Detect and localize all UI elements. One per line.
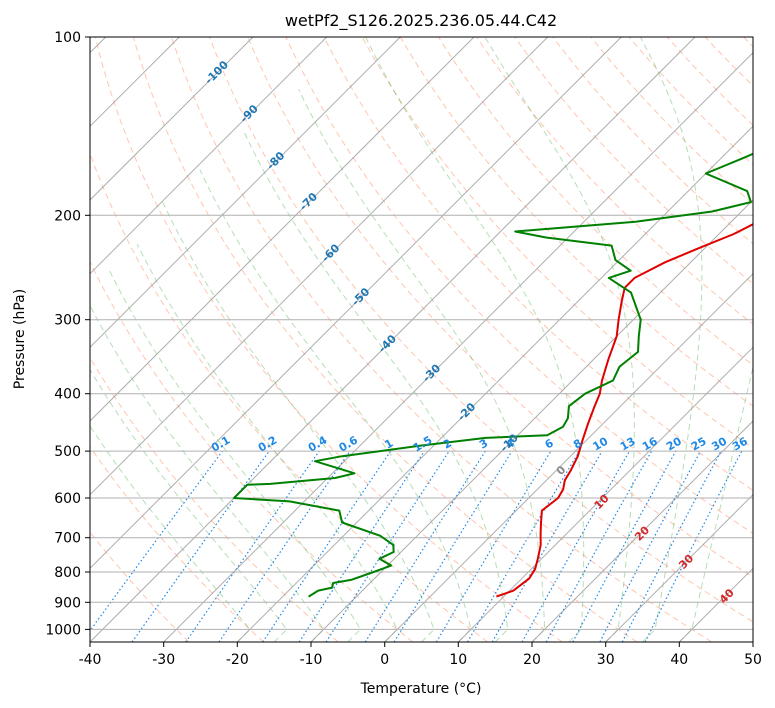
- y-tick-label: 700: [54, 531, 81, 547]
- moist-adiabat-line: [243, 132, 509, 642]
- y-tick-label: 400: [54, 387, 81, 403]
- moist-adiabat-line: [639, 37, 703, 642]
- y-tick-label: 200: [54, 208, 81, 224]
- y-tick-label: 600: [54, 491, 81, 507]
- profile-lines: [233, 152, 753, 598]
- isotherm-line: [457, 346, 753, 642]
- dry-adiabat-line: [90, 446, 264, 642]
- mixing-ratio-line: [521, 450, 631, 642]
- moist-adiabat-line: [136, 243, 398, 642]
- isotherm-line: [384, 272, 753, 642]
- isotherm-line: [163, 51, 753, 642]
- moist-adiabat-line: [90, 424, 251, 642]
- y-tick-label: 800: [54, 565, 81, 581]
- y-tick-label: 300: [54, 313, 81, 329]
- plot-frame: [89, 36, 754, 643]
- mixing-ratio-line: [325, 450, 450, 642]
- x-axis-label: Temperature (°C): [360, 681, 482, 697]
- mixing-ratio-line: [90, 450, 223, 632]
- y-tick-label: 1000: [45, 622, 81, 638]
- isotherm-line: [605, 493, 753, 642]
- mixing-ratio-line: [545, 450, 653, 642]
- chart-title: wetPf2_S126.2025.236.05.44.C42: [285, 11, 557, 31]
- mixing-ratio-line: [298, 450, 425, 642]
- isotherm-line: [90, 37, 254, 201]
- mixing-ratio-line: [393, 450, 513, 642]
- mixing-ratio-line: [185, 450, 320, 642]
- x-tick-label: 0: [380, 652, 389, 668]
- moist-adiabat-line: [162, 201, 435, 642]
- dry-adiabat-line: [399, 37, 753, 407]
- moist-adiabat-line: [108, 268, 362, 642]
- isotherm-line: [90, 37, 622, 570]
- x-tick-label: -20: [226, 652, 249, 668]
- mixing-ratio-line: [218, 450, 351, 642]
- dry-adiabat-line: [132, 37, 638, 642]
- moist-adiabat-line: [90, 368, 288, 642]
- x-tick-label: 50: [744, 652, 762, 668]
- isotherm-line: [236, 125, 753, 642]
- plot-area: [90, 37, 753, 642]
- x-tick-label: 40: [670, 652, 688, 668]
- mixing-ratio-line: [572, 450, 677, 642]
- x-tick-label: -10: [300, 652, 323, 668]
- mixing-ratio-line: [131, 450, 270, 642]
- moist-adiabat-line: [90, 304, 325, 642]
- pressure-grid: [90, 37, 753, 630]
- dry-adiabat-line: [90, 260, 414, 642]
- y-axis-label: Pressure (hPa): [12, 289, 28, 389]
- isotherm-line: [531, 420, 753, 642]
- isotherm-line: [90, 37, 696, 642]
- moist-adiabat-line: [298, 88, 546, 642]
- isotherm-line: [310, 199, 753, 642]
- background-lines: [90, 37, 753, 642]
- y-tick-label: 100: [54, 30, 81, 46]
- moist-adiabat-line: [365, 37, 585, 642]
- x-tick-label: 10: [449, 652, 467, 668]
- dry-adiabat-line: [514, 37, 753, 285]
- x-axis: -40 -30 -20 -10 0 10 20 30 40 50: [79, 642, 762, 668]
- moist-adiabat-line: [484, 37, 635, 642]
- y-tick-label: 500: [54, 444, 81, 460]
- temperature-line: [496, 223, 753, 598]
- isotherm-line: [90, 37, 401, 349]
- dry-adiabat-line: [476, 37, 753, 325]
- dewpoint-line: [233, 152, 753, 598]
- y-tick-label: 900: [54, 595, 81, 611]
- dry-adiabat-line: [209, 37, 753, 623]
- isotherm-line: [90, 37, 328, 275]
- mixing-ratio-line: [644, 450, 743, 642]
- moist-adiabat-line: [199, 169, 472, 642]
- x-tick-label: 30: [597, 652, 615, 668]
- dry-adiabat-line: [94, 37, 563, 642]
- moist-adiabat-line: [678, 364, 753, 642]
- mixing-ratio-line: [262, 450, 392, 642]
- x-tick-label: 20: [523, 652, 541, 668]
- dry-adiabat-line: [247, 37, 753, 578]
- isotherm-line: [90, 37, 475, 422]
- isotherm-line: [90, 37, 549, 496]
- dry-adiabat-line: [628, 37, 753, 166]
- x-tick-label: -30: [152, 652, 175, 668]
- y-axis: 100 200 300 400 500 600 700 800 900 1000: [45, 30, 90, 638]
- isotherm-line: [752, 641, 753, 642]
- x-tick-label: -40: [79, 652, 102, 668]
- dry-adiabat-line: [323, 37, 753, 491]
